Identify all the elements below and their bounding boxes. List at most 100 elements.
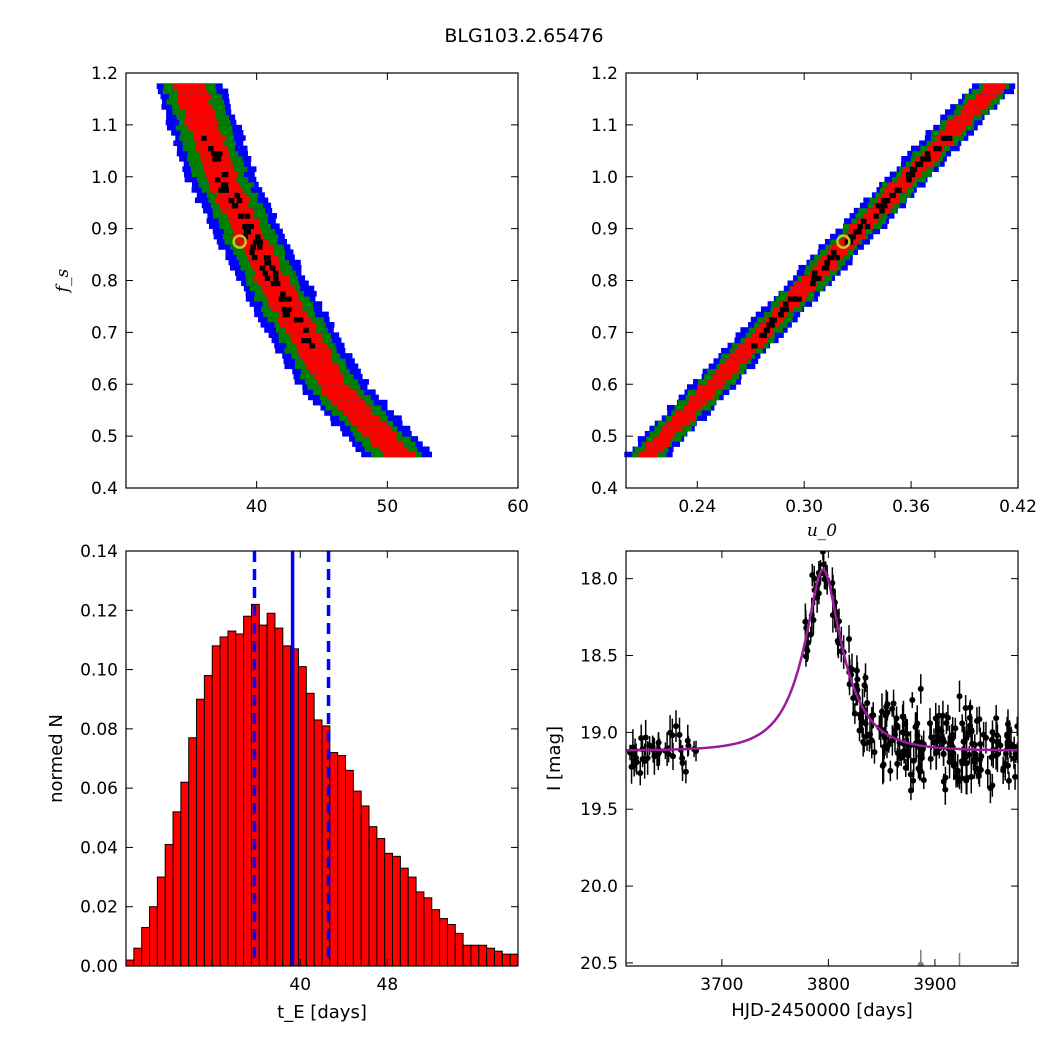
plot-area — [626, 551, 1022, 1050]
residual-point — [947, 1032, 953, 1038]
black-region-cell — [783, 306, 789, 313]
residual-point — [830, 1032, 836, 1038]
y-tick-label: 20.5 — [580, 954, 618, 974]
red-region-cell — [192, 130, 221, 136]
red-region-cell — [888, 181, 913, 188]
residual-point — [853, 1022, 859, 1028]
y-tick-label: 0.02 — [80, 898, 118, 918]
data-point — [950, 762, 957, 769]
red-region-cell — [938, 130, 962, 136]
residual-point — [919, 1030, 925, 1036]
data-point — [864, 699, 871, 706]
black-region-cell — [262, 270, 269, 276]
red-region-cell — [327, 394, 361, 401]
black-region-cell — [856, 228, 862, 235]
residual-point — [673, 995, 679, 1001]
red-region-cell — [338, 405, 371, 411]
data-point — [819, 551, 826, 555]
red-region-cell — [236, 239, 269, 245]
x-tick-label: 3800 — [807, 975, 850, 995]
residual-point — [667, 1001, 673, 1007]
residual-point — [905, 1031, 911, 1037]
data-point — [879, 762, 886, 769]
black-region-cell — [881, 197, 887, 204]
y-tick-label: 0.14 — [80, 542, 118, 562]
residual-point — [974, 990, 980, 996]
residual-point — [1007, 1017, 1013, 1023]
residual-point — [971, 1031, 977, 1037]
data-point — [811, 575, 818, 582]
black-region-cell — [250, 244, 257, 250]
y-tick-label: 0.4 — [91, 479, 118, 499]
red-region-cell — [371, 441, 404, 447]
residual-point — [917, 1043, 923, 1049]
residual-point — [989, 1000, 995, 1006]
residual-point — [824, 1022, 830, 1028]
residual-point — [951, 1036, 957, 1042]
black-region-cell — [280, 290, 286, 297]
red-region-cell — [204, 166, 233, 172]
residual-point — [670, 1025, 676, 1031]
data-point — [878, 708, 885, 715]
black-region-cell — [778, 311, 784, 318]
residual-point — [961, 1011, 967, 1017]
residual-point — [655, 1020, 661, 1026]
residual-point — [977, 1013, 983, 1019]
residual-point — [897, 1021, 903, 1027]
residual-point — [972, 1024, 978, 1030]
data-point — [644, 754, 651, 761]
residual-point — [679, 1027, 685, 1033]
red-region-cell — [638, 451, 658, 458]
red-region-cell — [661, 425, 683, 432]
black-region-cell — [221, 187, 227, 193]
residual-point — [950, 1023, 956, 1029]
residual-point — [881, 1033, 887, 1039]
data-point — [956, 693, 963, 700]
data-point — [1000, 765, 1007, 772]
residual-point — [866, 1043, 872, 1049]
y-tick-label: 0.12 — [80, 601, 118, 621]
residual-point — [889, 990, 895, 996]
black-region-cell — [284, 311, 290, 318]
residual-point — [1016, 1025, 1022, 1031]
red-region-cell — [177, 93, 212, 100]
black-region-cell — [242, 223, 248, 230]
black-region-cell — [281, 306, 288, 313]
figure-title: BLG103.2.65476 — [444, 25, 603, 47]
histogram-bar — [462, 944, 472, 967]
data-point — [885, 741, 892, 748]
data-point — [952, 725, 959, 732]
data-point — [962, 705, 969, 712]
residual-point — [631, 1033, 637, 1039]
histogram-bar — [274, 627, 284, 967]
red-region-cell — [320, 384, 350, 390]
black-region-cell — [936, 145, 942, 152]
residual-point — [1002, 1032, 1008, 1038]
red-region-cell — [964, 104, 987, 110]
y-axis-label: f_s — [53, 268, 73, 294]
histogram-bar — [329, 752, 339, 967]
red-region-cell — [221, 207, 255, 214]
residual-point — [935, 999, 941, 1005]
residual-point — [953, 1046, 959, 1050]
red-region-cell — [712, 373, 732, 380]
red-region-cell — [177, 88, 208, 95]
red-region-cell — [369, 436, 397, 442]
y-tick-label: 1.1 — [591, 116, 618, 136]
histogram-bar — [227, 630, 237, 967]
red-region-cell — [314, 373, 344, 380]
data-point — [939, 712, 946, 719]
data-point — [868, 712, 875, 719]
residual-point — [1014, 994, 1020, 1000]
data-point — [954, 767, 961, 774]
residual-point — [974, 1037, 980, 1043]
data-point — [917, 753, 924, 760]
histogram-bar — [439, 918, 448, 967]
residual-point — [656, 1018, 662, 1024]
data-point — [940, 751, 947, 758]
histogram-bar — [345, 769, 354, 967]
red-region-cell — [728, 353, 752, 359]
data-point — [988, 736, 995, 743]
red-region-cell — [675, 410, 696, 416]
data-point — [638, 735, 645, 742]
